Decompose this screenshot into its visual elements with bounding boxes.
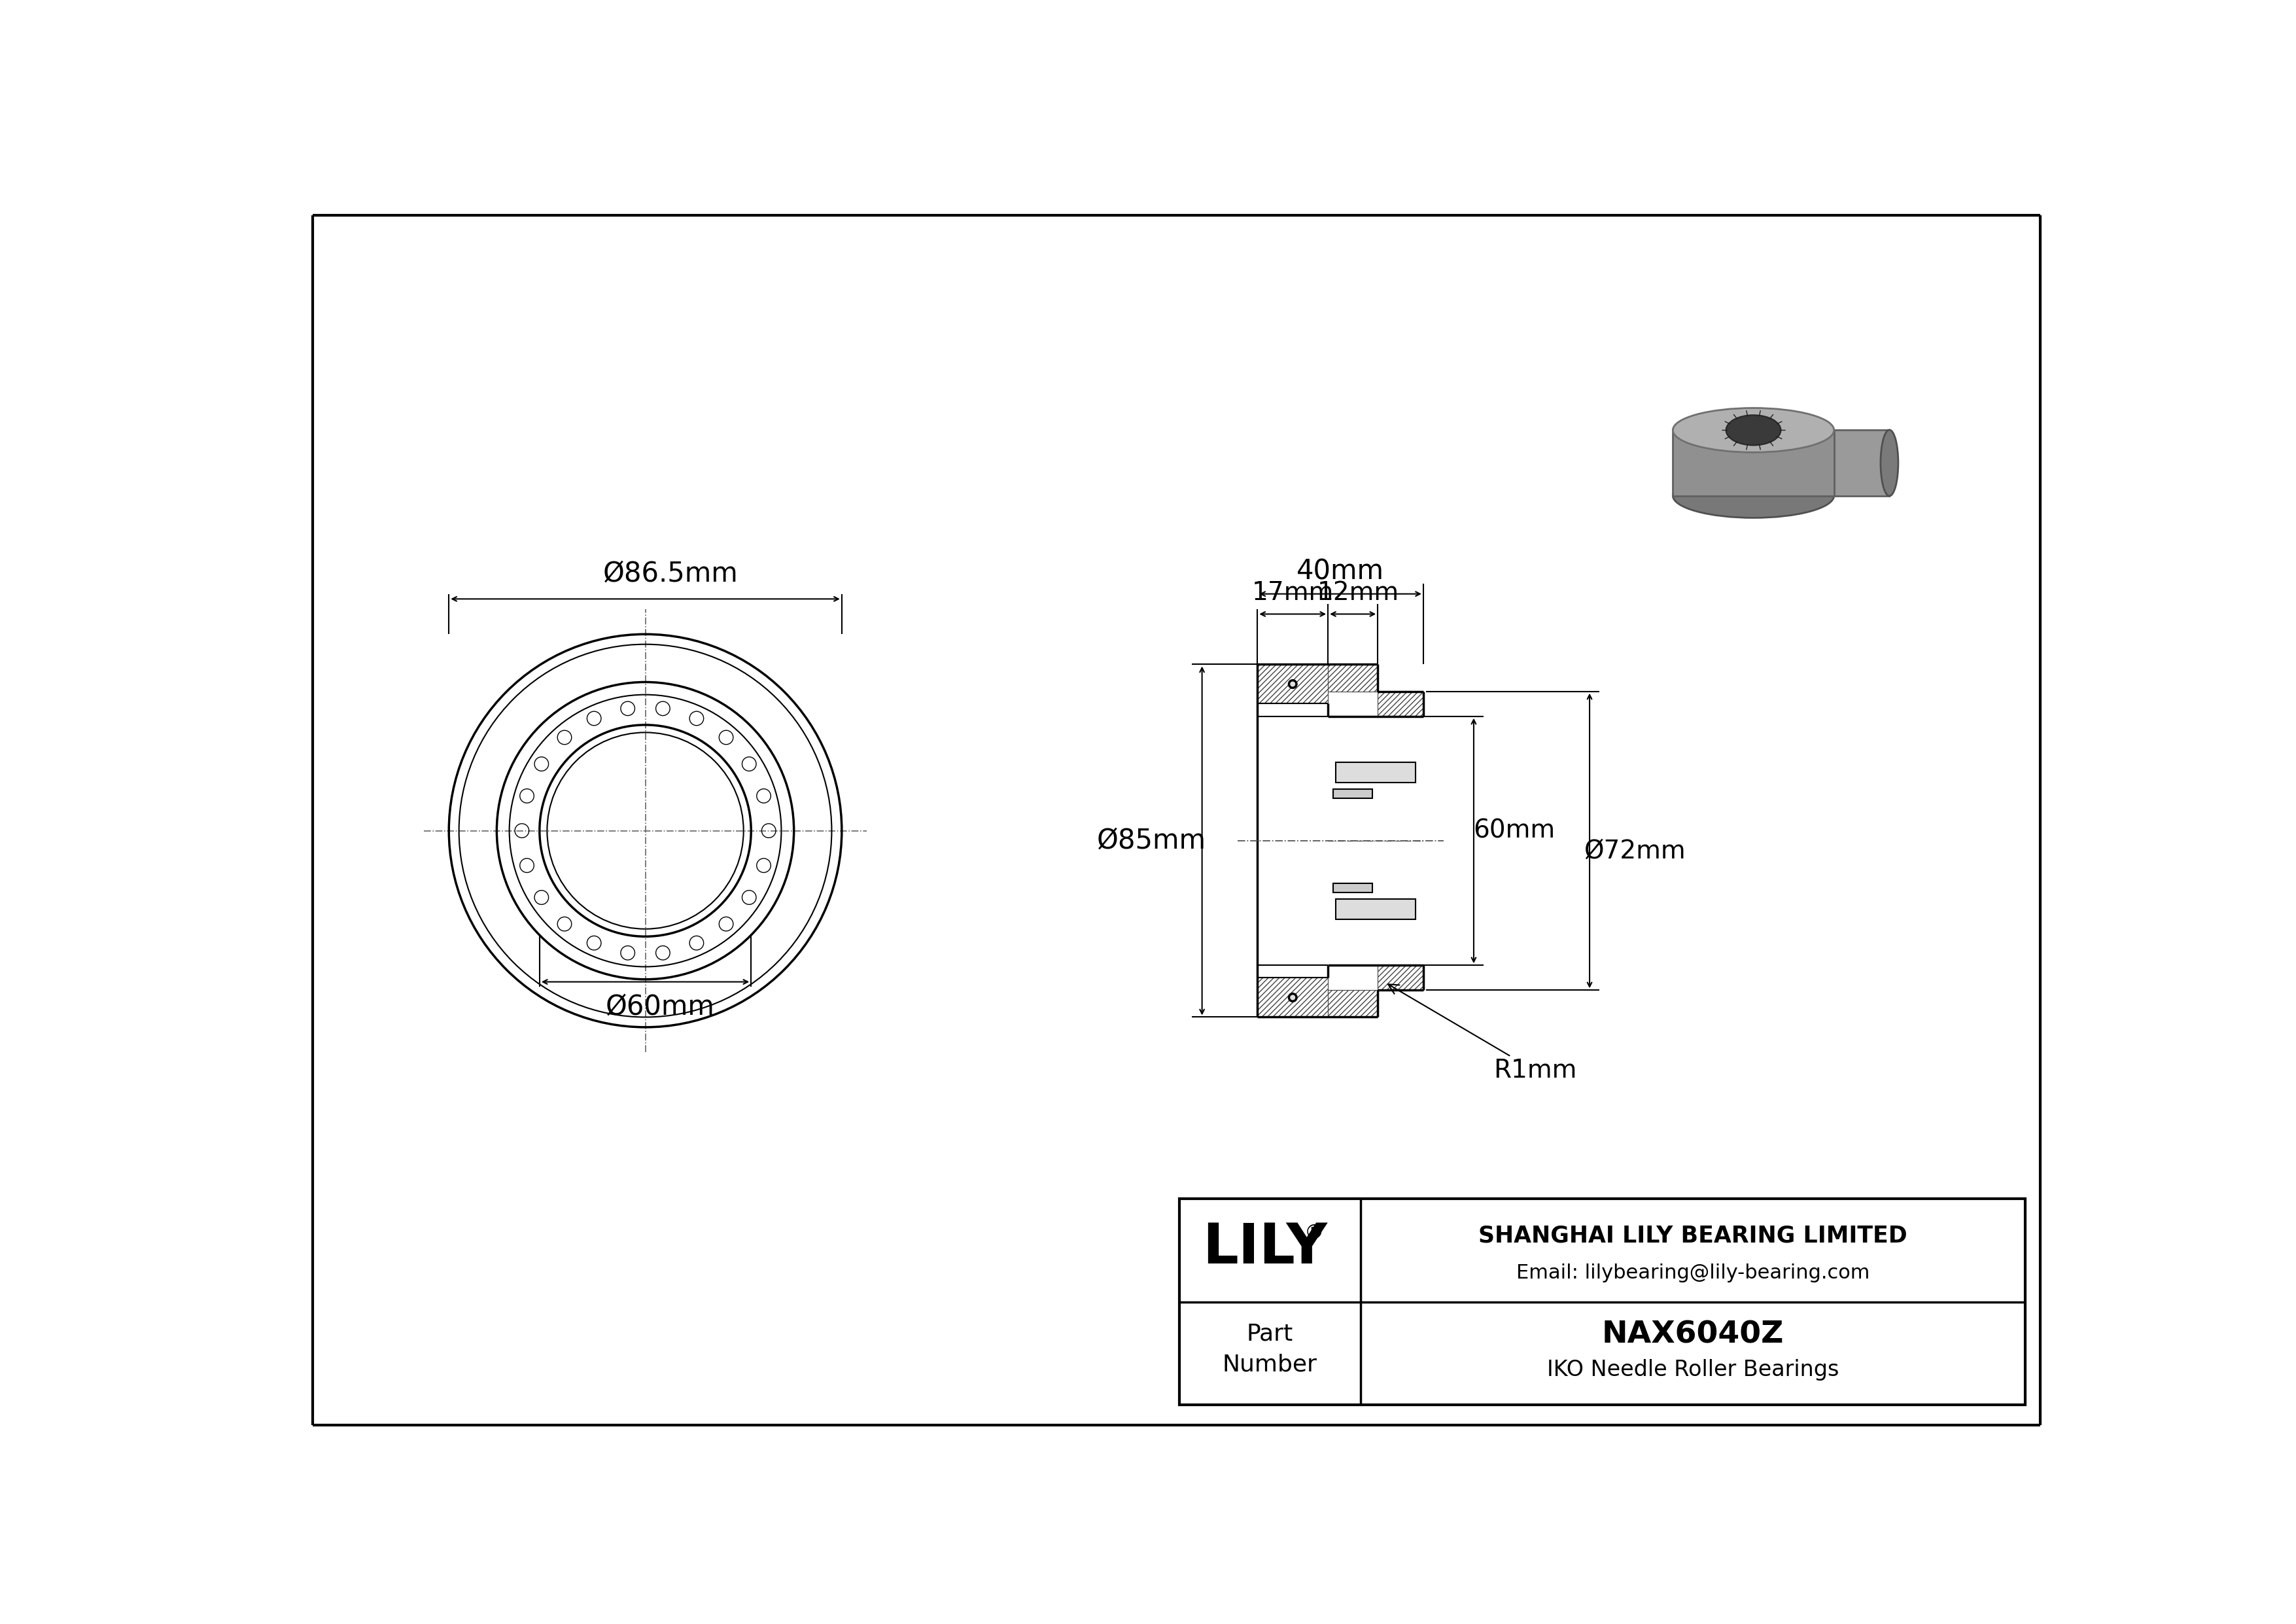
- Bar: [1334, 789, 1373, 797]
- Bar: [1334, 883, 1373, 893]
- Text: 17mm: 17mm: [1251, 580, 1334, 606]
- Circle shape: [1288, 994, 1297, 1002]
- Text: Email: lilybearing@lily-bearing.com: Email: lilybearing@lily-bearing.com: [1515, 1263, 1869, 1283]
- Text: NAX6040Z: NAX6040Z: [1603, 1320, 1784, 1350]
- Text: Ø85mm: Ø85mm: [1097, 827, 1205, 854]
- Bar: [1336, 900, 1417, 919]
- Bar: [1378, 692, 1424, 716]
- Text: Ø72mm: Ø72mm: [1584, 838, 1685, 864]
- Text: SHANGHAI LILY BEARING LIMITED: SHANGHAI LILY BEARING LIMITED: [1479, 1224, 1908, 1247]
- Text: 60mm: 60mm: [1474, 818, 1554, 843]
- Ellipse shape: [1727, 416, 1782, 445]
- Bar: [1327, 664, 1378, 692]
- Text: 12mm: 12mm: [1318, 580, 1398, 606]
- Text: 40mm: 40mm: [1297, 557, 1384, 585]
- Ellipse shape: [1674, 474, 1835, 518]
- Bar: [1674, 430, 1835, 495]
- Bar: [1336, 762, 1417, 783]
- Text: R1mm: R1mm: [1389, 984, 1577, 1083]
- Bar: [1378, 965, 1424, 991]
- Ellipse shape: [1674, 408, 1835, 453]
- Text: Ø86.5mm: Ø86.5mm: [604, 560, 737, 588]
- Text: Ø60mm: Ø60mm: [606, 994, 714, 1021]
- Bar: [1180, 1199, 2025, 1405]
- Text: ®: ®: [1304, 1223, 1325, 1242]
- Bar: [1258, 664, 1327, 703]
- Circle shape: [1288, 680, 1297, 689]
- Text: Part
Number: Part Number: [1221, 1322, 1318, 1376]
- Text: LILY: LILY: [1203, 1221, 1327, 1275]
- Text: IKO Needle Roller Bearings: IKO Needle Roller Bearings: [1548, 1359, 1839, 1380]
- Bar: [1830, 430, 1890, 495]
- Bar: [1327, 991, 1378, 1017]
- Bar: [1258, 978, 1327, 1017]
- Ellipse shape: [1880, 430, 1899, 495]
